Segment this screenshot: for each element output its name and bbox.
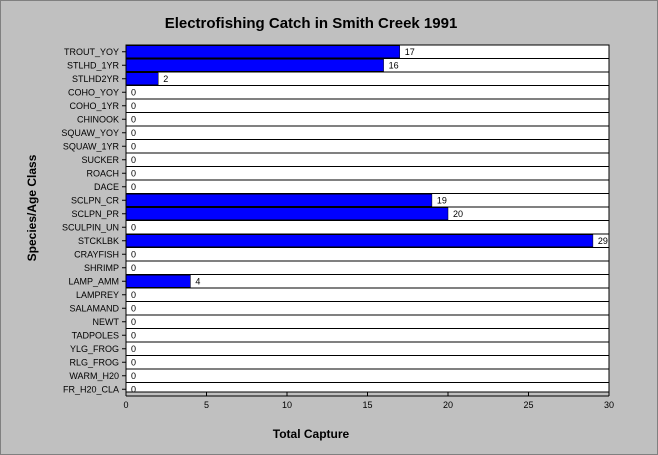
category-label: SALAMAND	[69, 303, 119, 313]
category-label: STCKLBK	[78, 236, 119, 246]
x-tick-label: 10	[282, 400, 292, 410]
category-label: STLHD_1YR	[67, 60, 120, 70]
category-label: SQUAW_1YR	[63, 141, 120, 151]
value-label: 0	[131, 317, 136, 327]
value-label: 0	[131, 101, 136, 111]
category-label: SQUAW_YOY	[61, 128, 119, 138]
category-label: COHO_YOY	[68, 87, 119, 97]
value-label: 0	[131, 141, 136, 151]
value-label: 0	[131, 87, 136, 97]
category-label: WARM_H20	[69, 371, 119, 381]
category-label: NEWT	[93, 317, 120, 327]
category-label: TADPOLES	[72, 330, 119, 340]
category-label: SUCKER	[81, 155, 119, 165]
value-label: 29	[598, 236, 608, 246]
value-label: 0	[131, 114, 136, 124]
value-label: 4	[195, 276, 200, 286]
value-label: 0	[131, 168, 136, 178]
category-label: YLG_FROG	[70, 344, 119, 354]
bar	[125, 59, 384, 72]
bar	[125, 234, 594, 247]
value-label: 0	[131, 263, 136, 273]
bar	[125, 45, 400, 58]
category-label: ROACH	[86, 168, 119, 178]
category-label: FR_H20_CLA	[63, 384, 119, 394]
category-label: SCLPN_PR	[71, 209, 119, 219]
category-label: SHRIMP	[84, 263, 119, 273]
category-label: DACE	[94, 182, 119, 192]
x-tick-label: 15	[362, 400, 372, 410]
category-label: STLHD2YR	[72, 74, 120, 84]
plot-area: TROUT_YOY 17 STLHD_1YR 16 STLHD2YR 2 COHO_YOY 0…	[61, 44, 614, 410]
category-label: SCLPN_CR	[71, 195, 120, 205]
category-label: CRAYFISH	[74, 249, 119, 259]
x-tick-label: 30	[604, 400, 614, 410]
value-label: 0	[131, 303, 136, 313]
x-tick-label: 25	[523, 400, 533, 410]
value-label: 0	[131, 384, 136, 394]
x-tick-label: 5	[204, 400, 209, 410]
category-label: CHINOOK	[77, 114, 119, 124]
category-label: COHO_1YR	[69, 101, 119, 111]
bar	[125, 72, 159, 85]
value-label: 0	[131, 249, 136, 259]
value-label: 0	[131, 344, 136, 354]
value-label: 19	[437, 195, 447, 205]
value-label: 20	[453, 209, 463, 219]
category-label: TROUT_YOY	[64, 47, 119, 57]
value-label: 0	[131, 182, 136, 192]
category-label: SCULPIN_UN	[62, 222, 119, 232]
value-label: 0	[131, 128, 136, 138]
x-axis-title: Total Capture	[273, 427, 350, 441]
category-label: LAMP_AMM	[68, 276, 119, 286]
bar	[125, 275, 191, 288]
value-label: 0	[131, 330, 136, 340]
x-tick-label: 20	[443, 400, 453, 410]
x-tick-label: 0	[123, 400, 128, 410]
value-label: 0	[131, 371, 136, 381]
value-label: 0	[131, 155, 136, 165]
value-label: 16	[389, 60, 399, 70]
bar	[125, 194, 433, 207]
value-label: 0	[131, 290, 136, 300]
value-label: 2	[163, 74, 168, 84]
value-label: 0	[131, 357, 136, 367]
value-label: 17	[405, 47, 415, 57]
bar	[125, 207, 449, 220]
chart-title: Electrofishing Catch in Smith Creek 1991	[165, 15, 458, 32]
value-label: 0	[131, 222, 136, 232]
y-axis-title: Species/Age Class	[25, 154, 39, 261]
category-label: RLG_FROG	[69, 357, 119, 367]
category-label: LAMPREY	[76, 290, 119, 300]
